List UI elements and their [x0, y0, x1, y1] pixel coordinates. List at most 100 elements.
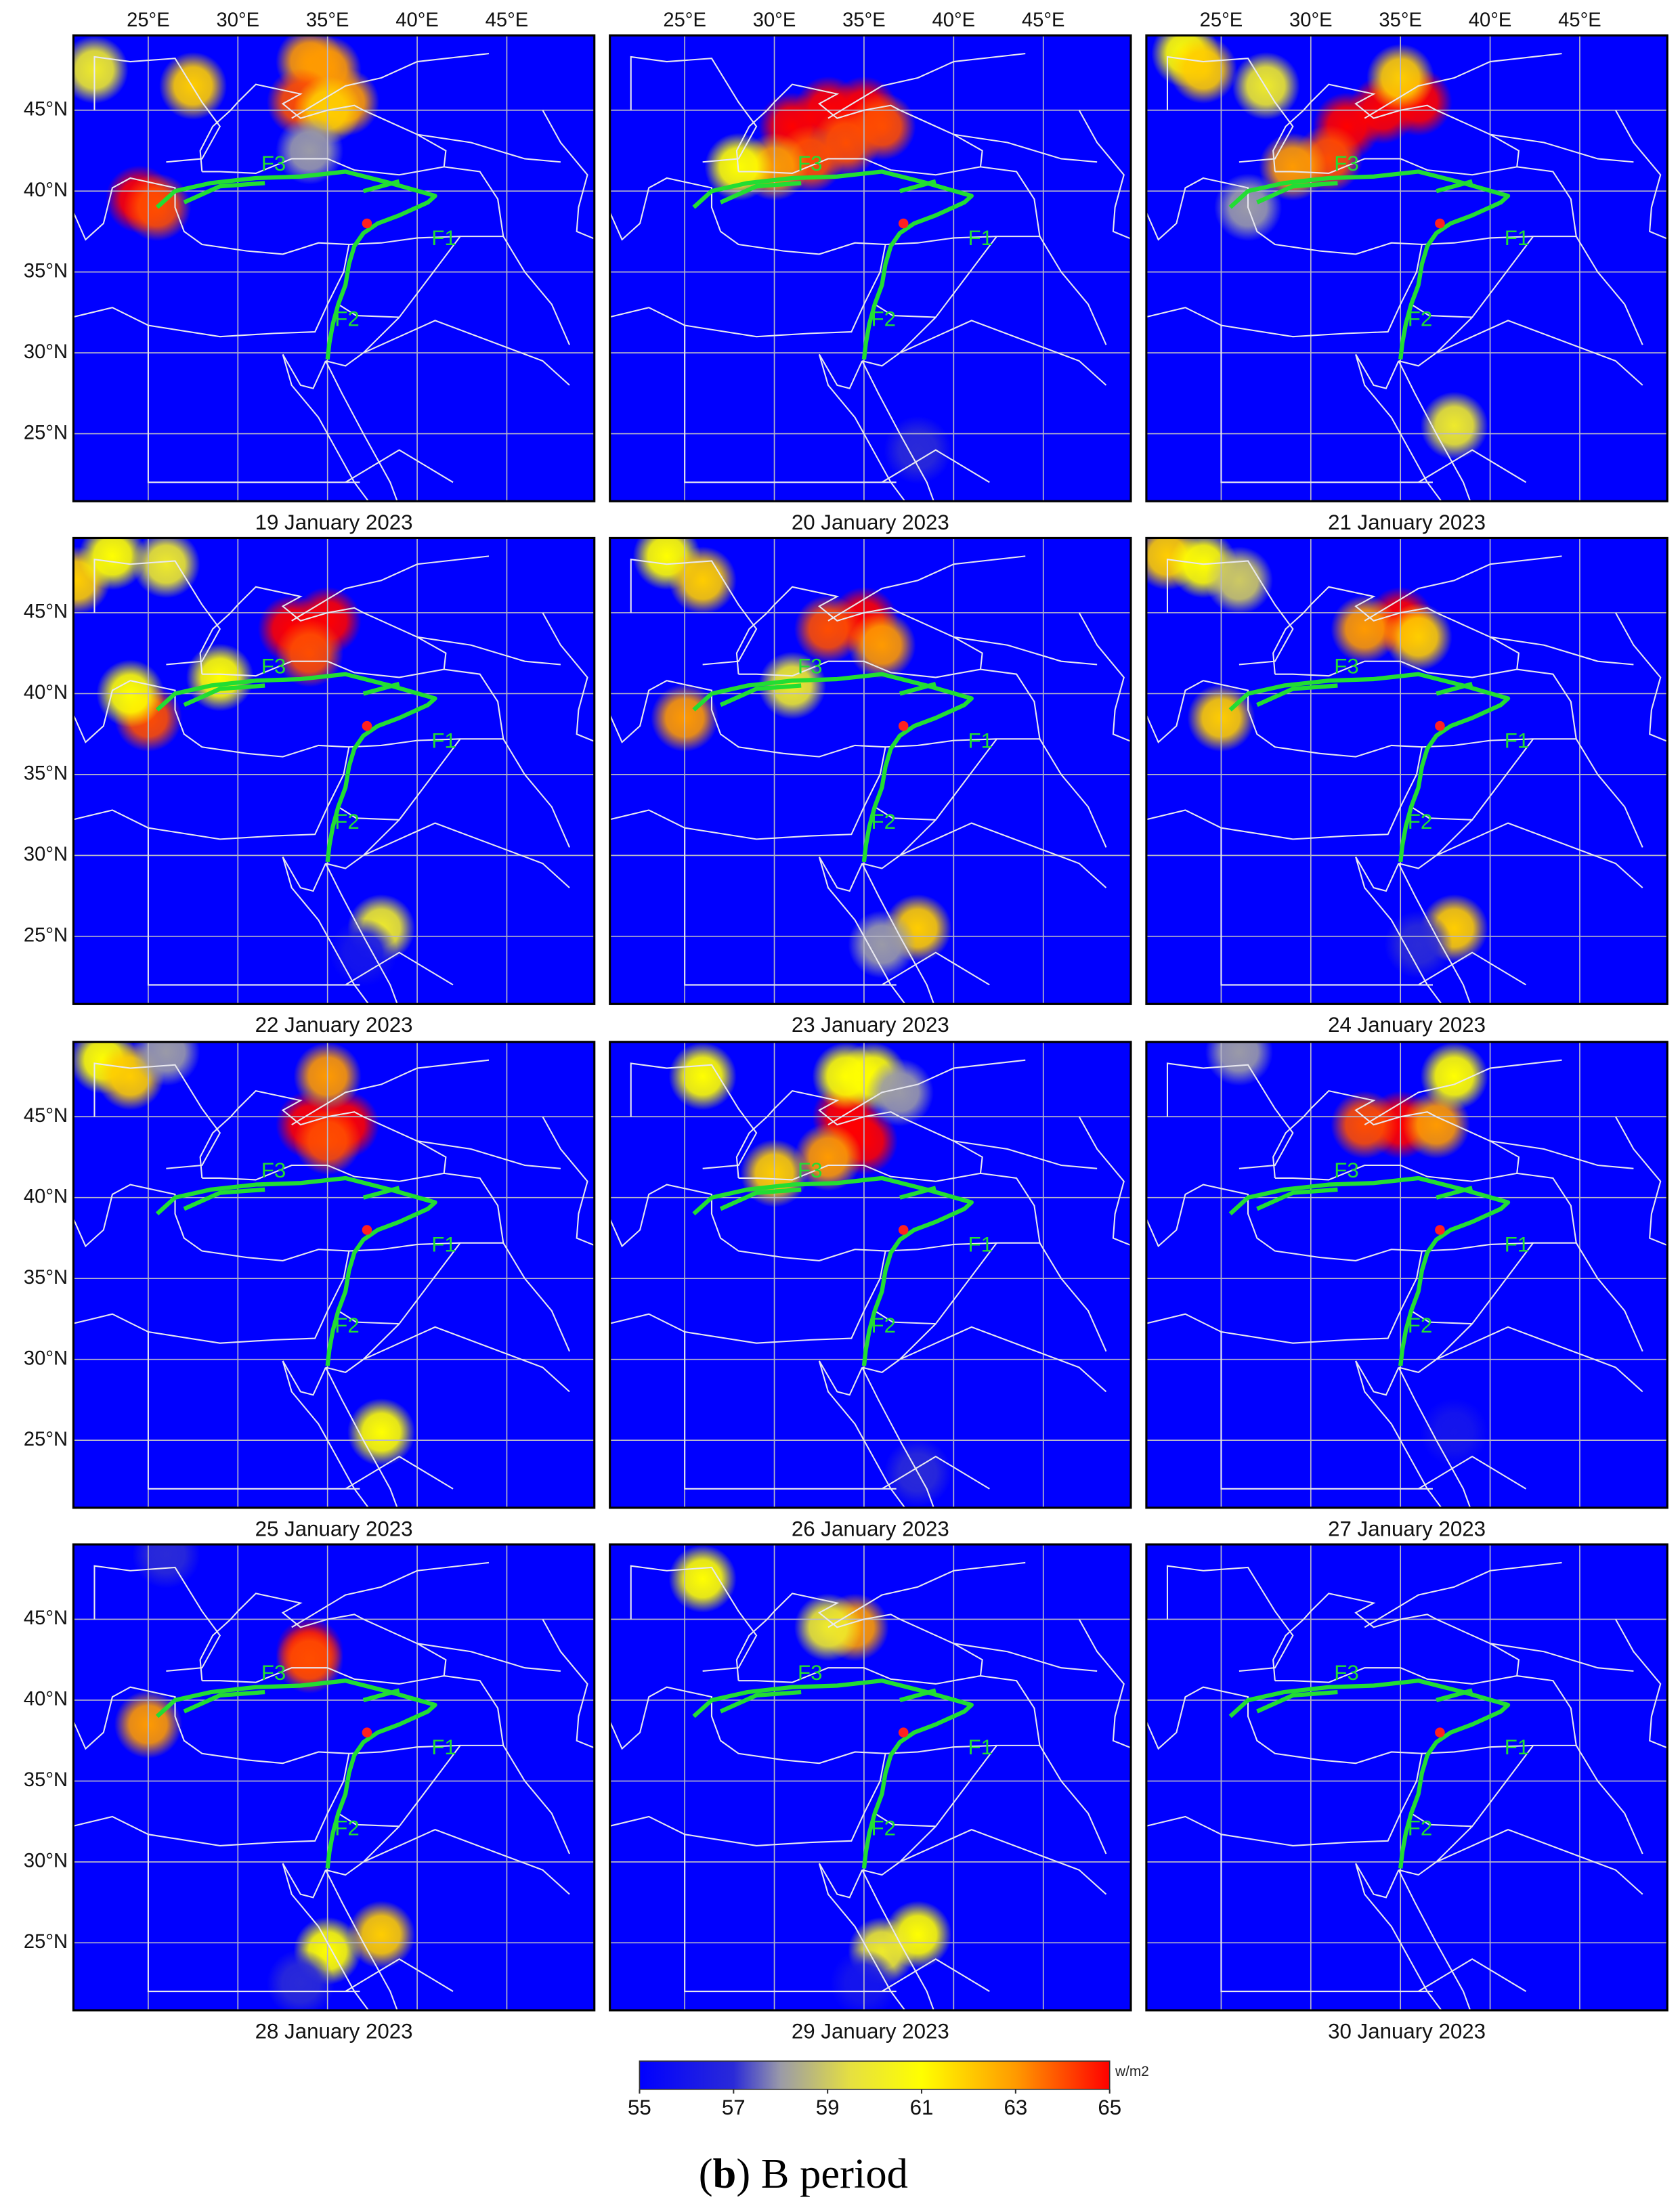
border — [735, 83, 983, 176]
border — [1166, 558, 1294, 666]
epicenter — [1435, 1727, 1445, 1738]
border — [1166, 1062, 1294, 1169]
lon-tick-label: 45°E — [1022, 9, 1065, 31]
border — [416, 133, 561, 163]
fault-label: F3 — [1334, 1661, 1359, 1685]
border — [502, 1745, 570, 1855]
heat-anomaly — [78, 538, 146, 590]
panel-frame — [1145, 1041, 1668, 1509]
heat-anomaly — [276, 116, 344, 185]
border — [1355, 354, 1442, 502]
heat-anomaly — [132, 538, 200, 599]
border — [1355, 1360, 1442, 1508]
heat-anomaly — [668, 1042, 737, 1110]
border — [363, 1326, 570, 1393]
border — [337, 236, 461, 318]
fault-line — [1436, 682, 1473, 696]
border — [881, 449, 990, 483]
border — [93, 558, 221, 666]
border — [1410, 1745, 1534, 1827]
border — [630, 56, 758, 163]
date-label: 30 January 2023 — [1328, 2020, 1486, 2043]
heat-anomaly — [266, 1949, 335, 2010]
border — [630, 1062, 758, 1169]
fault-label: F2 — [871, 810, 897, 834]
heat-anomaly — [1331, 594, 1399, 663]
border — [1421, 668, 1577, 748]
map-panel: F1 F2 F3 — [1146, 1544, 1668, 2010]
border — [1418, 449, 1527, 483]
border — [953, 636, 1098, 666]
fault-line — [155, 169, 437, 360]
border — [684, 827, 897, 986]
lat-tick-label: 30°N — [24, 1347, 68, 1369]
border — [345, 449, 454, 483]
epicenter — [1435, 720, 1445, 731]
heat-anomaly — [1169, 35, 1237, 104]
heat-anomaly — [329, 918, 397, 987]
border — [1436, 822, 1643, 888]
border — [1220, 1834, 1433, 1993]
lat-tick-label: 30°N — [24, 844, 68, 865]
border — [282, 1360, 326, 1396]
border — [684, 325, 897, 483]
border — [861, 360, 935, 502]
fault-label: F3 — [1334, 1159, 1359, 1182]
fault-label: F1 — [431, 729, 456, 752]
lat-tick-label: 25°N — [24, 1429, 68, 1450]
border — [1398, 316, 1473, 367]
colorbar-unit: w/m2 — [1115, 2064, 1149, 2079]
border — [1418, 1958, 1527, 1992]
fault-label: F2 — [1408, 307, 1433, 331]
lat-tick-label: 35°N — [24, 1267, 68, 1289]
border — [1398, 1869, 1471, 2010]
border — [93, 1565, 221, 1672]
heat-anomaly — [865, 1058, 934, 1127]
fault-line — [362, 179, 400, 194]
border — [818, 1863, 906, 2010]
colorbar-tick-label: 57 — [722, 2096, 746, 2119]
fault-label: F1 — [1505, 1735, 1530, 1759]
border — [1272, 1089, 1520, 1182]
date-label: 25 January 2023 — [255, 1517, 413, 1540]
border — [874, 236, 997, 318]
lat-tick-label: 45°N — [24, 1607, 68, 1629]
border — [1355, 1863, 1400, 1899]
heat-anomaly — [884, 416, 952, 484]
heat-anomaly — [794, 1593, 863, 1662]
lon-tick-label: 35°E — [1379, 9, 1422, 31]
border — [899, 1828, 1107, 1895]
border — [1078, 612, 1131, 742]
border — [630, 558, 758, 666]
colorbar-tick-label: 63 — [1004, 2096, 1027, 2119]
map-panel: F1 F2 F3 — [609, 538, 1131, 1004]
border — [861, 1825, 936, 1876]
border — [1355, 857, 1400, 892]
heat-anomaly — [276, 1626, 344, 1694]
caption-letter: b — [713, 2150, 737, 2197]
lon-tick-label: 35°E — [306, 9, 349, 31]
border — [345, 951, 454, 986]
fault-label: F2 — [871, 307, 897, 331]
border — [1364, 1059, 1562, 1126]
lon-tick-label: 40°E — [1469, 9, 1512, 31]
lat-tick-label: 25°N — [24, 925, 68, 947]
fault-label: F3 — [798, 654, 823, 678]
heat-anomaly — [132, 1544, 200, 1588]
lon-tick-label: 45°E — [1558, 9, 1601, 31]
border — [1436, 1326, 1643, 1393]
heat-anomaly — [132, 1041, 200, 1086]
fault-line — [155, 672, 437, 863]
border — [874, 1745, 997, 1827]
border — [1166, 56, 1294, 163]
border — [1421, 1172, 1577, 1252]
heat-anomaly — [1420, 391, 1488, 460]
border — [861, 1367, 935, 1508]
epicenter — [898, 720, 909, 731]
fault-line — [362, 1688, 400, 1702]
fault-line — [692, 1175, 974, 1366]
heat-anomaly — [668, 546, 737, 615]
fault-line — [899, 1688, 936, 1702]
border — [1436, 320, 1643, 386]
border — [147, 827, 360, 986]
